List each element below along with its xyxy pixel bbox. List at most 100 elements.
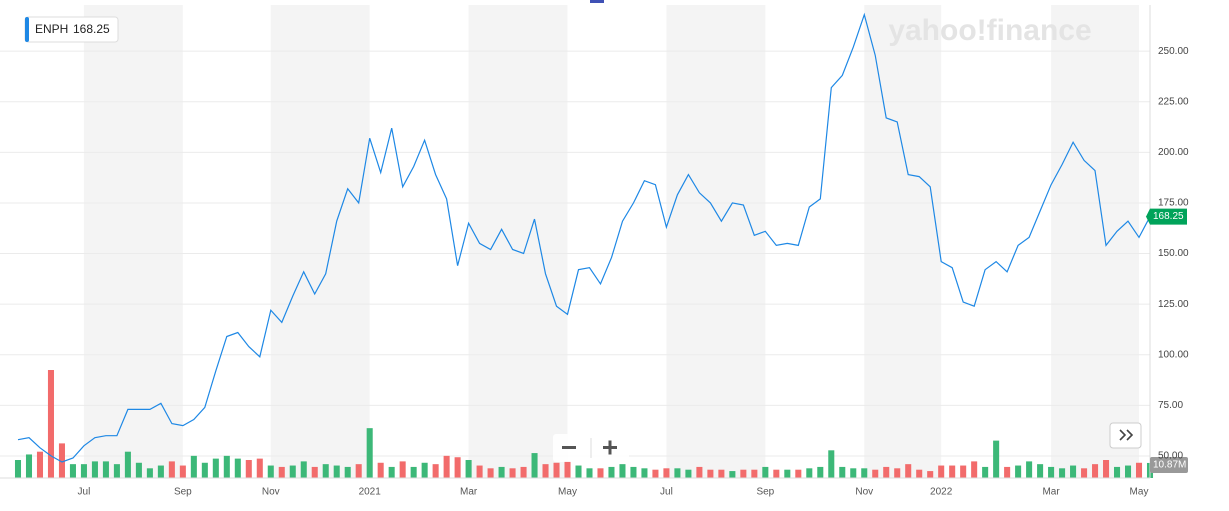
volume-bar [58, 443, 65, 478]
volume [14, 370, 1154, 478]
volume-bar [960, 465, 967, 478]
volume-bar [245, 460, 252, 478]
volume-bar [212, 458, 219, 478]
volume-bar [520, 466, 527, 478]
volume-bar [476, 465, 483, 478]
volume-bar [146, 468, 153, 478]
y-tick-label: 75.00 [1158, 400, 1183, 411]
volume-bar [1092, 464, 1099, 478]
x-tick-label: Sep [174, 487, 192, 498]
y-tick-label: 100.00 [1158, 349, 1189, 360]
band [864, 5, 942, 478]
volume-bar [322, 464, 329, 478]
x-tick-label: Jul [78, 487, 91, 498]
volume-bar [91, 461, 98, 478]
volume-bar [850, 468, 857, 478]
y-tick-label: 50.00 [1158, 451, 1183, 462]
volume-bar [1004, 466, 1011, 478]
zoom-in-v[interactable] [608, 440, 612, 455]
volume-bar [432, 464, 439, 478]
scroll-icon[interactable] [1119, 429, 1134, 441]
band [468, 5, 568, 478]
volume-bar [157, 465, 164, 478]
volume-bar [69, 464, 76, 478]
x-tick-label: Mar [460, 487, 478, 498]
legend-swatch [25, 17, 29, 42]
x-tick-label: 2021 [359, 487, 382, 498]
volume-bar [564, 461, 571, 478]
volume-bar [1070, 465, 1077, 478]
volume-bar [399, 461, 406, 478]
volume-bar [993, 440, 1000, 478]
volume-bar [168, 461, 175, 478]
price-line [17, 12, 1151, 463]
volume-bar [102, 461, 109, 478]
volume-bar [575, 465, 582, 478]
volume-bar [1059, 468, 1066, 478]
volume-bar [47, 370, 54, 478]
volume-bar [1103, 460, 1110, 478]
volume-bar [1015, 465, 1022, 478]
scroll-button[interactable] [1109, 422, 1142, 449]
y-tick-label: 225.00 [1158, 96, 1189, 107]
volume-bar [630, 466, 637, 478]
x-tick-label: Nov [262, 487, 280, 498]
volume-bar [828, 450, 835, 478]
volume-bar [806, 468, 813, 478]
volume-bar [454, 457, 461, 478]
tags: 168.25 10.87M [1146, 208, 1188, 473]
volume-bar [1135, 462, 1143, 478]
volume-bar [113, 464, 120, 478]
volume-bar [883, 466, 890, 478]
volume-bar [740, 469, 747, 478]
volume-bar [531, 453, 538, 478]
volume-bar [861, 468, 868, 478]
volume-bar [80, 464, 87, 478]
watermark: yahoo!finance [888, 14, 1091, 47]
volume-bar [762, 466, 769, 478]
volume-bar [751, 469, 758, 478]
volume-bar [1048, 466, 1055, 478]
y-tick-label: 200.00 [1158, 147, 1189, 158]
volume-bar [905, 464, 912, 478]
volume-bar [597, 468, 604, 478]
volume-bar [839, 466, 846, 478]
volume-bar [223, 455, 230, 478]
x-tick-label: Nov [855, 487, 873, 498]
volume-bar [36, 451, 44, 478]
plot [17, 12, 1151, 463]
volume-tag-label: 10.87M [1153, 460, 1186, 471]
band [1051, 5, 1140, 478]
volume-bar [1124, 465, 1132, 478]
volume-bar [1114, 466, 1121, 478]
volume-bar [982, 466, 989, 478]
volume-bar [410, 466, 417, 478]
volume-bar [553, 462, 560, 478]
volume-bar [619, 464, 626, 478]
volume-bar [443, 455, 450, 478]
volume-bar [729, 471, 736, 478]
legend-name: ENPH [35, 22, 68, 36]
volume-bar [377, 462, 384, 478]
band [666, 5, 766, 478]
volume-bar [784, 469, 791, 478]
price-tag-label: 168.25 [1153, 211, 1184, 222]
volume-bar [14, 460, 22, 478]
volume-bar [135, 462, 142, 478]
volume-bar [542, 464, 549, 478]
volume-bar [773, 469, 780, 478]
zoom-controls[interactable] [553, 434, 629, 462]
volume-bar [916, 469, 923, 478]
volume-bar [795, 469, 802, 478]
volume-bar [685, 469, 692, 478]
zoom-out[interactable] [562, 446, 576, 449]
volume-bar [663, 468, 670, 478]
y-tick-label: 125.00 [1158, 299, 1189, 310]
volume-bar [498, 466, 505, 478]
legend: ENPH 168.25 [24, 16, 119, 43]
volume-tag [1150, 457, 1188, 473]
volume-bar [927, 471, 934, 478]
x-tick-label: 2022 [930, 487, 953, 498]
volume-bar [674, 468, 681, 478]
